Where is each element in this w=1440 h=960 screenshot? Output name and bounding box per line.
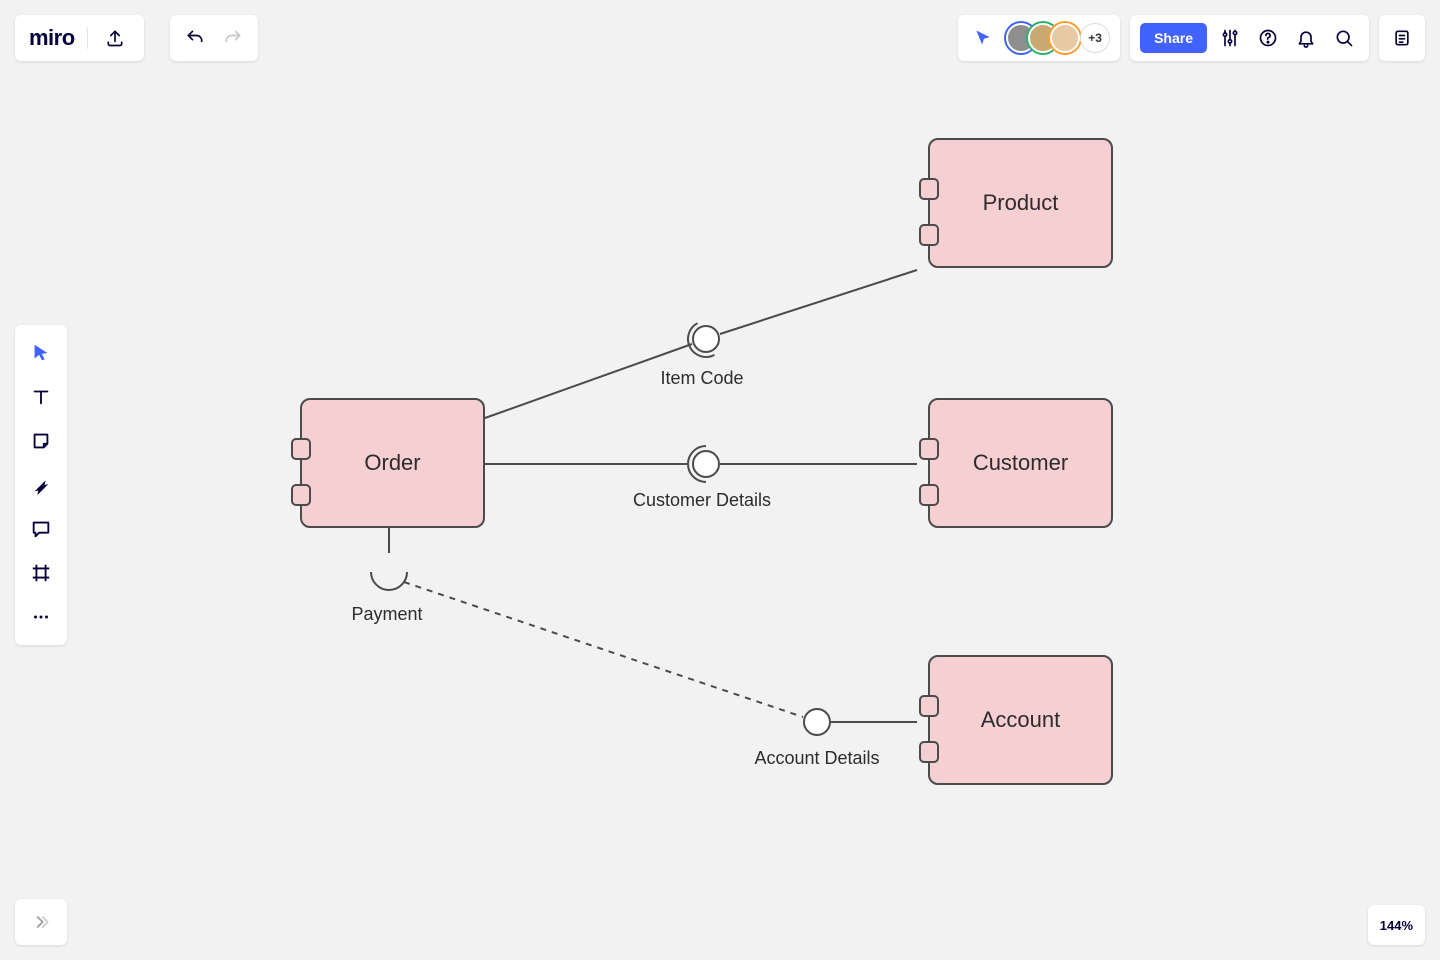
interface-ball[interactable] <box>803 708 831 736</box>
edge[interactable] <box>404 582 803 717</box>
component-label: Product <box>983 190 1059 216</box>
component-order[interactable]: Order <box>300 398 485 528</box>
component-port <box>291 484 311 506</box>
interface-ball[interactable] <box>692 450 720 478</box>
component-port <box>291 438 311 460</box>
component-label: Account <box>981 707 1061 733</box>
canvas[interactable]: Order Product Customer Account Item Code Cus… <box>0 0 1440 960</box>
component-port <box>919 178 939 200</box>
diagram-edges <box>0 0 1440 960</box>
component-product[interactable]: Product <box>928 138 1113 268</box>
interface-label: Item Code <box>660 368 743 389</box>
component-port <box>919 438 939 460</box>
interface-label: Account Details <box>754 748 879 769</box>
component-port <box>919 695 939 717</box>
interface-ball[interactable] <box>692 325 720 353</box>
component-port <box>919 484 939 506</box>
component-port <box>919 224 939 246</box>
component-account[interactable]: Account <box>928 655 1113 785</box>
component-port <box>919 741 939 763</box>
component-customer[interactable]: Customer <box>928 398 1113 528</box>
component-label: Order <box>364 450 420 476</box>
interface-label: Payment <box>351 604 422 625</box>
interface-label: Customer Details <box>633 490 771 511</box>
component-label: Customer <box>973 450 1068 476</box>
edge[interactable] <box>720 270 917 334</box>
